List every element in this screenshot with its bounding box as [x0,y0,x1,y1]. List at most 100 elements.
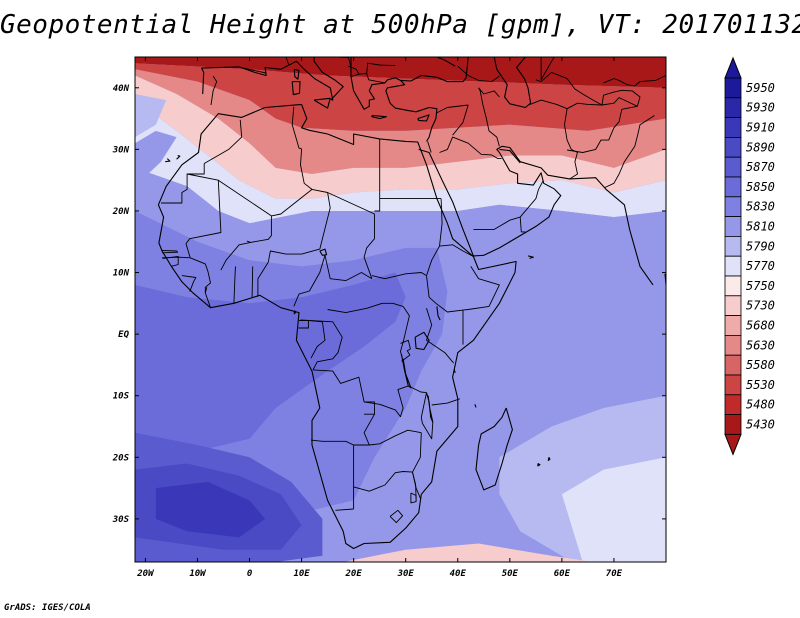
border-syria-turkey [436,104,469,114]
lon-label-40E: 40E [450,569,467,579]
border-mozambique-sa [412,471,417,500]
coastline-sicily [313,97,331,109]
coastline-reunion [537,463,541,467]
coastline-persian-gulf-coast [499,148,521,164]
border-ghana-togo [251,266,254,298]
field-band-7 [135,272,406,452]
colorbar-bottom-arrow [724,433,742,456]
border-eq-guinea [298,320,309,329]
border-mozambique-malawi [420,392,434,440]
border-eritrea [439,244,474,257]
coastline-mauritius [547,457,551,461]
border-libya-sudan [374,198,381,212]
border-zambia-zimbabwe [379,429,422,445]
coastline-madagascar [475,407,513,491]
lat-label-30N: 30N [112,145,130,155]
border-ivory-ghana [233,266,236,304]
colorbar-label-5890: 5890 [746,140,775,154]
border-chad-sudan [363,238,375,279]
border-tanzania-mozambique [431,398,460,406]
colorbar-label-5770: 5770 [746,259,775,273]
coastline-cyprus [417,114,430,122]
border-turkmen-iran [529,99,568,110]
lon-label-70E: 70E [606,569,623,579]
border-namibia-southafrica [335,508,354,511]
border-drc-east [400,306,410,356]
lat-label-EQ: EQ [118,330,129,340]
height-field [135,57,666,562]
colorbar-swatch-5630 [724,334,742,356]
colorbar-label-5830: 5830 [746,200,775,214]
colorbar-label-5630: 5630 [746,338,775,352]
colorbar-label-5810: 5810 [746,220,775,234]
field-band-3 [135,75,666,199]
colorbar-swatch-5890 [724,136,742,158]
border-niger-algeria [271,189,313,217]
colorbar-label-5870: 5870 [746,160,775,174]
colorbar-swatch-5430 [724,414,742,435]
border-syria-iraq [452,104,469,136]
coastline-socotra [527,255,534,259]
coastlines [157,57,666,550]
border-niger-chad [319,192,331,250]
coastline-canaries2 [176,154,181,160]
colorbar-swatch-5530 [724,374,742,396]
colorbar-label-5480: 5480 [746,398,775,412]
coastline-comoros [474,404,477,408]
coastline-europe [201,57,344,101]
colorbar-swatch-5790 [724,235,742,257]
coastline-black-sea-east [436,57,456,67]
border-rwanda-burundi [400,339,411,362]
colorbar-swatch-5580 [724,354,742,376]
border-gabon-congo [309,320,326,359]
coastline-arabia [418,145,654,286]
border-central-asia [535,71,603,106]
border-niger-nigeria [267,248,320,263]
colorbar-swatch-5870 [724,156,742,178]
lon-label-30E: 30E [397,569,415,579]
colorbar-label-5680: 5680 [746,319,775,333]
border-guinea-band [162,256,211,293]
border-sudan-south-sudan [371,272,427,280]
coastline-lake-victoria [414,331,430,351]
border-w-sahara-mauritania [161,163,205,204]
border-uganda-kenya [426,308,454,364]
border-guinea-bissau [162,256,179,267]
border-azerbaijan [478,87,500,98]
border-tanzania-drc-zambia [408,385,427,394]
border-algeria-tunisia [291,106,302,150]
colorbar-swatch-5680 [724,315,742,336]
colorbar-label-5430: 5430 [746,418,775,432]
latitude-axis: 40N 30N 20N 10N EQ 10S 20S 30S [112,84,666,525]
border-drc-angola [312,369,375,415]
border-balkans-2 [366,62,396,74]
border-angola-zambia [363,413,375,446]
border-congo-drc [312,321,343,371]
coastline-turkey-n [400,57,469,83]
colorbar-label-5730: 5730 [746,299,775,313]
colorbar-label-5930: 5930 [746,101,775,115]
border-morocco-algeria [203,119,243,164]
border-yemen-oman [519,217,526,233]
border-pak-india [604,115,655,189]
border-spain-france [240,67,267,74]
lat-label-30S: 30S [112,515,130,525]
border-drc-zambia [364,385,409,418]
border-senegal-mali [185,243,191,258]
lat-label-10S: 10S [113,392,130,402]
coastline-crete [371,114,387,120]
colorbar-swatch-5480 [724,394,742,415]
border-uzbek-kyrgyz [603,75,666,87]
colorbar-label-5530: 5530 [746,378,775,392]
lat-label-40N: 40N [113,84,130,94]
field-band-15 [135,130,177,187]
field-band-2 [135,69,666,174]
colorbar-swatch-5950 [724,77,742,99]
field-band-4 [135,100,666,224]
lon-label-0: 0 [247,569,253,579]
lat-label-20N: 20N [112,207,130,217]
border-sierra-liberia [181,275,197,292]
coastline-zanzibar [453,369,456,374]
lon-label-10W: 10W [189,569,207,579]
field-band-13 [343,543,594,562]
